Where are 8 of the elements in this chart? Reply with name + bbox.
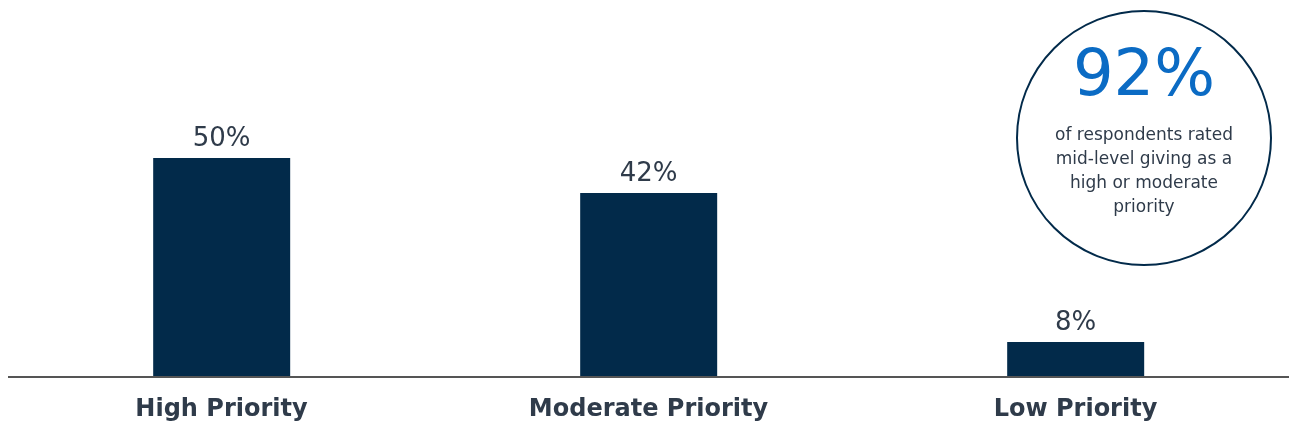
annotation: of respondents rated mid-level giving as a high or moderate priority (1054, 123, 1234, 218)
data-label: 8% (1055, 305, 1097, 336)
x-tick-label: High Priority (135, 394, 308, 423)
x-tick-label: Moderate Priority (528, 394, 769, 423)
data-label: 42% (619, 157, 678, 188)
circle-callout: 92% of respondents rated mid-level giving as a high or moderate priority (1016, 10, 1272, 266)
x-tick-label: Low Priority (993, 394, 1158, 423)
data-label: 50% (192, 122, 251, 152)
